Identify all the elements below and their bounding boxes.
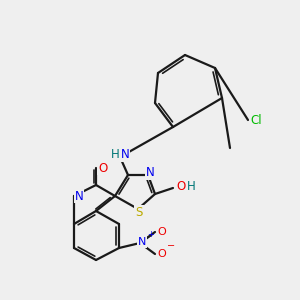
Text: N: N (146, 167, 154, 179)
Text: H: H (187, 181, 196, 194)
Text: O: O (158, 227, 166, 237)
Text: Cl: Cl (250, 113, 262, 127)
Text: O: O (98, 161, 108, 175)
Text: −: − (167, 241, 175, 251)
Text: H: H (111, 148, 119, 161)
Text: N: N (121, 148, 129, 161)
Text: S: S (135, 206, 143, 218)
Text: N: N (75, 190, 83, 202)
Text: +: + (147, 230, 154, 239)
Text: O: O (158, 249, 166, 259)
Text: N: N (138, 237, 146, 247)
Text: O: O (176, 181, 186, 194)
